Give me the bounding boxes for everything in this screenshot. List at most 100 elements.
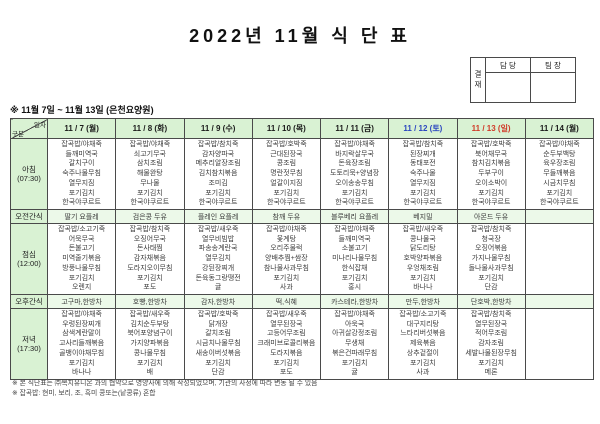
menu-item: 포기김치 [68, 359, 95, 367]
menu-item: 돌나물사과무침 [468, 264, 514, 272]
menu-item: 김치순두부탕 [130, 320, 170, 328]
menu-item: 시금치나물무침 [195, 340, 241, 348]
menu-item: 삼색계란말이 [62, 330, 101, 338]
menu-table: 일자 구분 11 / 7 (월) 11 / 8 (화) 11 / 9 (수) 11 / 1… [10, 118, 595, 380]
menu-item: 열무김치 [205, 255, 231, 263]
meal-cell: 잡곡밥/야채죽 순두부백탕 육우장조림 무들깨볶음 시금치무침 포기김치 한국야쿠르트 [524, 138, 595, 210]
menu-item: 근대된장국 [270, 150, 303, 158]
snack-cell: 블루베리 요플레 [319, 209, 390, 224]
menu-item: 잡곡밥/야채죽 [539, 140, 580, 148]
menu-item: 아귀살강정조림 [332, 330, 378, 338]
menu-item: 무생채 [344, 340, 365, 348]
snack-cell: 딸기 요플레 [46, 209, 117, 224]
meal-cell: 잡곡밥/새우죽 열무비빔밥 파송송계란국 열무김치 강된장찌개 돈육동그랑땡전 귤 [183, 223, 253, 295]
menu-item: 잡곡밥/호박죽 [470, 140, 512, 148]
menu-item: 포기김치 [205, 359, 231, 367]
menu-item: 갈치조림 [205, 330, 231, 338]
row-label: 저녁 (17:30) [10, 308, 48, 380]
menu-item: 포기김치 [136, 274, 163, 282]
row-label: 점심 (12:00) [10, 223, 48, 295]
meal-cell: 잡곡밥/새우죽 열무된장국 고등어무조림 크래미브로콜리볶음 도라지볶음 포기김치 포도 [251, 308, 322, 380]
menu-item: 어묵무국 [68, 235, 95, 243]
menu-item: 한국야쿠르트 [198, 199, 238, 207]
menu-item: 잡곡밥/호박죽 [266, 140, 307, 148]
menu-item: 우엉채조림 [406, 264, 439, 272]
meal-cell: 잡곡밥/야채죽 아욱국 아귀살강정조림 무생채 볶은건파래무침 포기김치 귤 [319, 308, 390, 380]
menu-item: 포기김치 [68, 274, 95, 282]
snack-cell: 떡,식혜 [251, 294, 322, 309]
menu-item: 잡곡밥/야채죽 [334, 310, 375, 318]
menu-item: 단감 [211, 369, 225, 377]
menu-item: 도라지오이무침 [127, 264, 173, 272]
menu-item: 열무지짐 [409, 179, 436, 187]
menu-item: 잡곡밥/새우죽 [197, 225, 239, 233]
menu-item: 파송송계란국 [198, 245, 238, 253]
menu-item: 사과 [279, 284, 293, 292]
menu-item: 한식잡채 [341, 264, 368, 272]
menu-item: 가지나물무침 [471, 255, 511, 263]
menu-item: 감자조림 [478, 340, 504, 348]
menu-item: 고등어무조림 [267, 330, 306, 338]
menu-item: 잡곡밥/야채죽 [266, 225, 307, 233]
menu-item: 조미김 [208, 179, 228, 187]
approval-col-damdang: 담 당 [485, 57, 531, 73]
menu-item: 메론 [484, 369, 498, 377]
menu-item: 한국야쿠르트 [267, 199, 306, 207]
menu-item: 명란젓무침 [270, 170, 303, 178]
menu-item: 잡곡밥/야채죽 [129, 140, 171, 148]
menu-item: 북어포양념구이 [127, 330, 173, 338]
menu-item: 잡곡밥/소고기죽 [58, 225, 106, 233]
menu-item: 동태포전 [409, 160, 436, 168]
menu-item: 귤 [214, 284, 222, 292]
menu-item: 잡곡밥/새우죽 [402, 225, 444, 233]
menu-item: 열무비빔밥 [202, 235, 235, 243]
menu-item: 포도 [143, 284, 157, 292]
menu-item: 포기김치 [409, 189, 436, 197]
snack-cell: 플레인 요플레 [183, 209, 253, 224]
day-header: 11 / 11 (금) [319, 118, 390, 139]
day-header: 11 / 12 (토) [388, 118, 458, 139]
menu-item: 들깨미역국 [65, 150, 98, 158]
approval-signature-cell [485, 72, 531, 103]
menu-item: 한국야쿠르트 [471, 199, 511, 207]
meal-cell: 잡곡밥/야채죽 들깨미역국 소불고기 미나리나물무침 한식잡채 포기김치 홍시 [319, 223, 390, 295]
snack-cell: 베지밀 [388, 209, 458, 224]
approval-signature-cell [530, 72, 576, 103]
meal-cell: 잡곡밥/참치죽 된장찌개 동태포전 숙주나물 열무지짐 포기김치 한국야쿠르트 [388, 138, 458, 210]
menu-item: 돈불고기 [68, 245, 95, 253]
menu-item: 해물완탕 [136, 170, 163, 178]
menu-item: 한국야쿠르트 [130, 199, 170, 207]
menu-item: 포기김치 [478, 189, 504, 197]
footnote-line: ※ 잡곡밥: 현미, 보리, 조, 흑미 콩또는(낱콩류) 혼합 [12, 389, 156, 397]
menu-item: 포기김치 [273, 189, 300, 197]
menu-item: 홍시 [348, 284, 362, 292]
menu-item: 한국야쿠르트 [540, 199, 579, 207]
page-title: 2022년 11월 식 단 표 [189, 26, 411, 46]
menu-item: 무들깨볶음 [543, 170, 576, 178]
day-header: 11 / 13 (일) [456, 118, 526, 139]
menu-item: 포기김치 [546, 189, 573, 197]
menu-item: 잡곡밥/참치죽 [129, 225, 171, 233]
row-label: 오전간식 [10, 209, 48, 224]
menu-item: 미나리나물무침 [332, 255, 378, 263]
menu-item: 잡곡밥/야채죽 [61, 140, 102, 148]
menu-item: 가지양파볶음 [130, 340, 170, 348]
menu-item: 오이송송무침 [335, 179, 374, 187]
menu-item: 포기김치 [341, 359, 368, 367]
menu-item: 포기김치 [68, 189, 95, 197]
menu-item: 두부구이 [478, 170, 504, 178]
menu-item: 포기김치 [341, 274, 368, 282]
menu-item: 잡곡밥/참치죽 [470, 310, 512, 318]
meal-cell: 잡곡밥/야채죽 옻계탕 오리주물럭 양배추찜+쌈장 참나물사과무침 포기김치 사과 [251, 223, 322, 295]
menu-item: 숙주나물무침 [62, 170, 101, 178]
menu-item: 포도 [279, 369, 293, 377]
meal-cell [524, 308, 595, 380]
meal-cell: 잡곡밥/소고기죽 대구지리탕 느타리버섯볶음 제육볶음 상추겉절이 포기김치 사과 [388, 308, 458, 380]
menu-item: 들깨미역국 [338, 235, 371, 243]
menu-item: 포기김치 [478, 359, 504, 367]
meal-cell: 잡곡밥/야채죽 쇠고기무국 삼치조림 해물완탕 무나물 포기김치 한국야쿠르트 [115, 138, 185, 210]
menu-item: 고사리들깨볶음 [59, 340, 105, 348]
menu-item: 잡곡밥/새우죽 [129, 310, 171, 318]
menu-item: 북어채무국 [475, 150, 508, 158]
menu-item: 제육볶음 [409, 340, 436, 348]
